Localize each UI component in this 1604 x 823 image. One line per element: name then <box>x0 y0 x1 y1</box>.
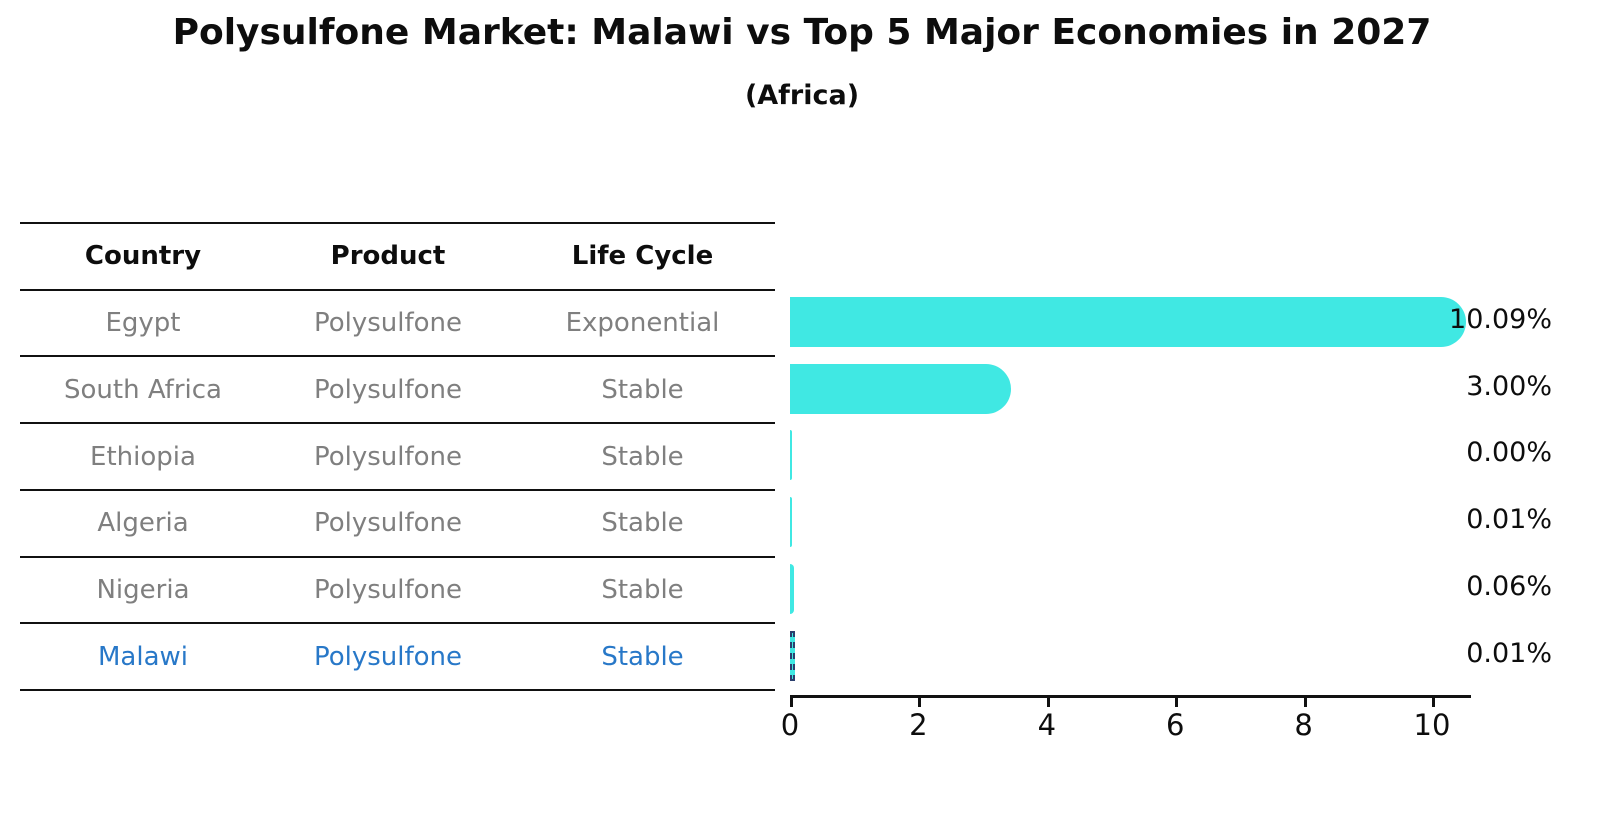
bar-south-africa <box>790 363 1011 414</box>
bar-nigeria <box>790 563 794 614</box>
bar-ethiopia <box>790 430 792 481</box>
country-cell: South Africa <box>64 374 222 405</box>
country-cell: Algeria <box>97 508 189 539</box>
x-axis-tick-label: 8 <box>1294 708 1313 742</box>
product-cell: Polysulfone <box>313 374 463 405</box>
x-axis-tick <box>1432 698 1435 707</box>
country-cell: Egypt <box>105 308 181 339</box>
table-row-algeria: Algeria Polysulfone Stable <box>20 491 775 558</box>
life-cycle-cell: Stable <box>601 641 684 672</box>
bar-value-label: 10.09% <box>1449 304 1552 336</box>
country-cell: Nigeria <box>96 574 190 605</box>
table-row-south-africa: South Africa Polysulfone Stable <box>20 357 775 425</box>
x-axis-tick-label: 0 <box>780 708 800 742</box>
x-axis-tick <box>790 698 793 707</box>
bar-value-label: 0.06% <box>1466 570 1552 602</box>
x-axis-tick <box>918 698 922 707</box>
x-axis-tick-label: 6 <box>1165 708 1185 742</box>
product-cell: Polysulfone <box>313 574 463 605</box>
country-cell: Ethiopia <box>90 441 196 472</box>
table-header-row: Country Product Life Cycle <box>20 224 775 291</box>
col-header-life-cycle: Life Cycle <box>571 241 714 272</box>
life-cycle-cell: Exponential <box>565 308 720 339</box>
chart-title: Polysulfone Market: Malawi vs Top 5 Majo… <box>172 12 1432 53</box>
table-row-ethiopia: Ethiopia Polysulfone Stable <box>20 424 775 491</box>
country-cell: Malawi <box>97 641 188 672</box>
bar-algeria <box>790 497 792 548</box>
product-cell: Polysulfone <box>313 441 463 472</box>
bar-value-label: 0.01% <box>1466 504 1552 536</box>
product-cell: Polysulfone <box>313 308 463 339</box>
chart-subtitle: (Africa) <box>744 80 860 111</box>
life-cycle-cell: Stable <box>601 508 684 539</box>
bar-value-label: 3.00% <box>1466 370 1552 402</box>
bar-egypt <box>790 297 1466 348</box>
life-cycle-cell: Stable <box>601 574 684 605</box>
x-axis-tick <box>1303 698 1307 707</box>
life-cycle-cell: Stable <box>601 374 684 405</box>
country-table: Country Product Life Cycle Egypt Polysulf… <box>20 222 775 692</box>
table-row-nigeria: Nigeria Polysulfone Stable <box>20 558 775 625</box>
bar-value-label: 0.01% <box>1466 637 1552 669</box>
x-axis-tick <box>1175 698 1179 707</box>
x-axis-tick-label: 4 <box>1037 708 1057 742</box>
x-axis-tick-label: 10 <box>1413 708 1451 742</box>
table-row-egypt: Egypt Polysulfone Exponential <box>20 291 775 358</box>
bar-malawi <box>790 630 795 681</box>
table-row-malawi: Malawi Polysulfone Stable <box>20 624 775 692</box>
x-axis-line <box>790 695 1471 698</box>
product-cell: Polysulfone <box>313 508 463 539</box>
x-axis-tick <box>1046 698 1050 707</box>
product-cell: Polysulfone <box>313 641 463 672</box>
col-header-product: Product <box>330 241 446 272</box>
bar-value-label: 0.00% <box>1466 437 1552 469</box>
life-cycle-cell: Stable <box>601 441 684 472</box>
col-header-country: Country <box>84 241 202 272</box>
x-axis-tick-label: 2 <box>909 708 928 742</box>
